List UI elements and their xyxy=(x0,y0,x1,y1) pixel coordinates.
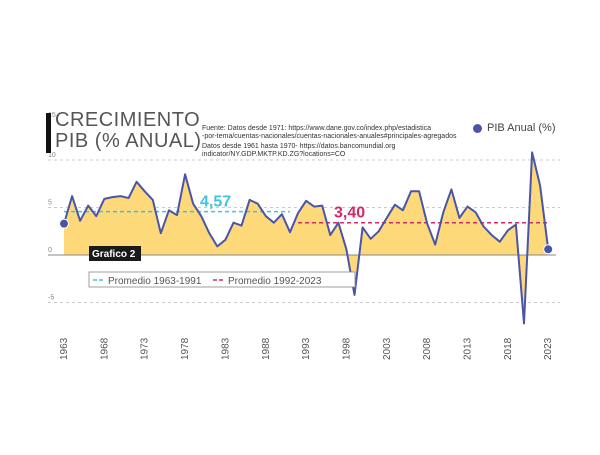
x-tick-label: 1963 xyxy=(59,337,70,360)
x-tick-label: 1968 xyxy=(99,337,110,360)
legend-dot-icon xyxy=(473,123,482,133)
legend-pib-label: PIB Anual (%) xyxy=(487,122,556,134)
chart-title: CRECIMIENTO PIB (% ANUAL) xyxy=(55,110,202,152)
x-tick-label: 1983 xyxy=(220,337,231,360)
average-value-label: 3,40 xyxy=(334,205,365,222)
x-tick-label: 2008 xyxy=(422,337,433,360)
y-tick-label: -5 xyxy=(48,295,54,302)
source-note-2: Datos desde 1961 hasta 1970- https://dat… xyxy=(202,143,395,159)
title-line-1: CRECIMIENTO xyxy=(55,109,201,131)
x-tick-label: 1973 xyxy=(140,337,151,360)
x-tick-label: 2023 xyxy=(543,337,554,360)
source-1-line-2: -por-tema/cuentas-nacionales/cuentas-nac… xyxy=(202,133,457,140)
legend-average-label: Promedio 1963-1991 xyxy=(108,276,202,287)
x-tick-label: 1993 xyxy=(301,337,312,360)
x-tick-label: 1978 xyxy=(180,337,191,360)
source-2-line-1: Datos desde 1961 hasta 1970- https://dat… xyxy=(202,143,396,150)
legend-pib: PIB Anual (%) xyxy=(473,122,555,134)
x-tick-label: 2003 xyxy=(382,337,393,360)
title-line-2: PIB (% ANUAL) xyxy=(55,130,202,152)
chart-badge: Grafico 2 xyxy=(92,249,136,260)
endpoint-marker xyxy=(543,244,554,255)
x-tick-label: 2018 xyxy=(503,337,514,360)
x-tick-label: 2013 xyxy=(463,337,474,360)
endpoint-marker xyxy=(59,218,69,229)
source-1-line-1: Fuente: Datos desde 1971: https://www.da… xyxy=(202,125,432,132)
source-2-line-2: indicator/NY.GDP.MKTP.KD.ZG?locations=CO xyxy=(202,151,346,158)
badge-background xyxy=(89,246,141,261)
title-accent-bar xyxy=(46,113,51,153)
average-value-label: 4,57 xyxy=(200,194,231,211)
x-tick-label: 1988 xyxy=(261,337,272,360)
legend-average-label: Promedio 1992-2023 xyxy=(228,276,322,287)
y-tick-label: 15 xyxy=(48,112,56,119)
x-tick-label: 1998 xyxy=(341,337,352,360)
area-fill xyxy=(64,152,549,324)
y-tick-label: 5 xyxy=(48,200,52,207)
y-tick-label: 10 xyxy=(48,152,56,159)
source-note-1: Fuente: Datos desde 1971: https://www.da… xyxy=(202,125,457,141)
y-tick-label: 0 xyxy=(48,247,52,254)
